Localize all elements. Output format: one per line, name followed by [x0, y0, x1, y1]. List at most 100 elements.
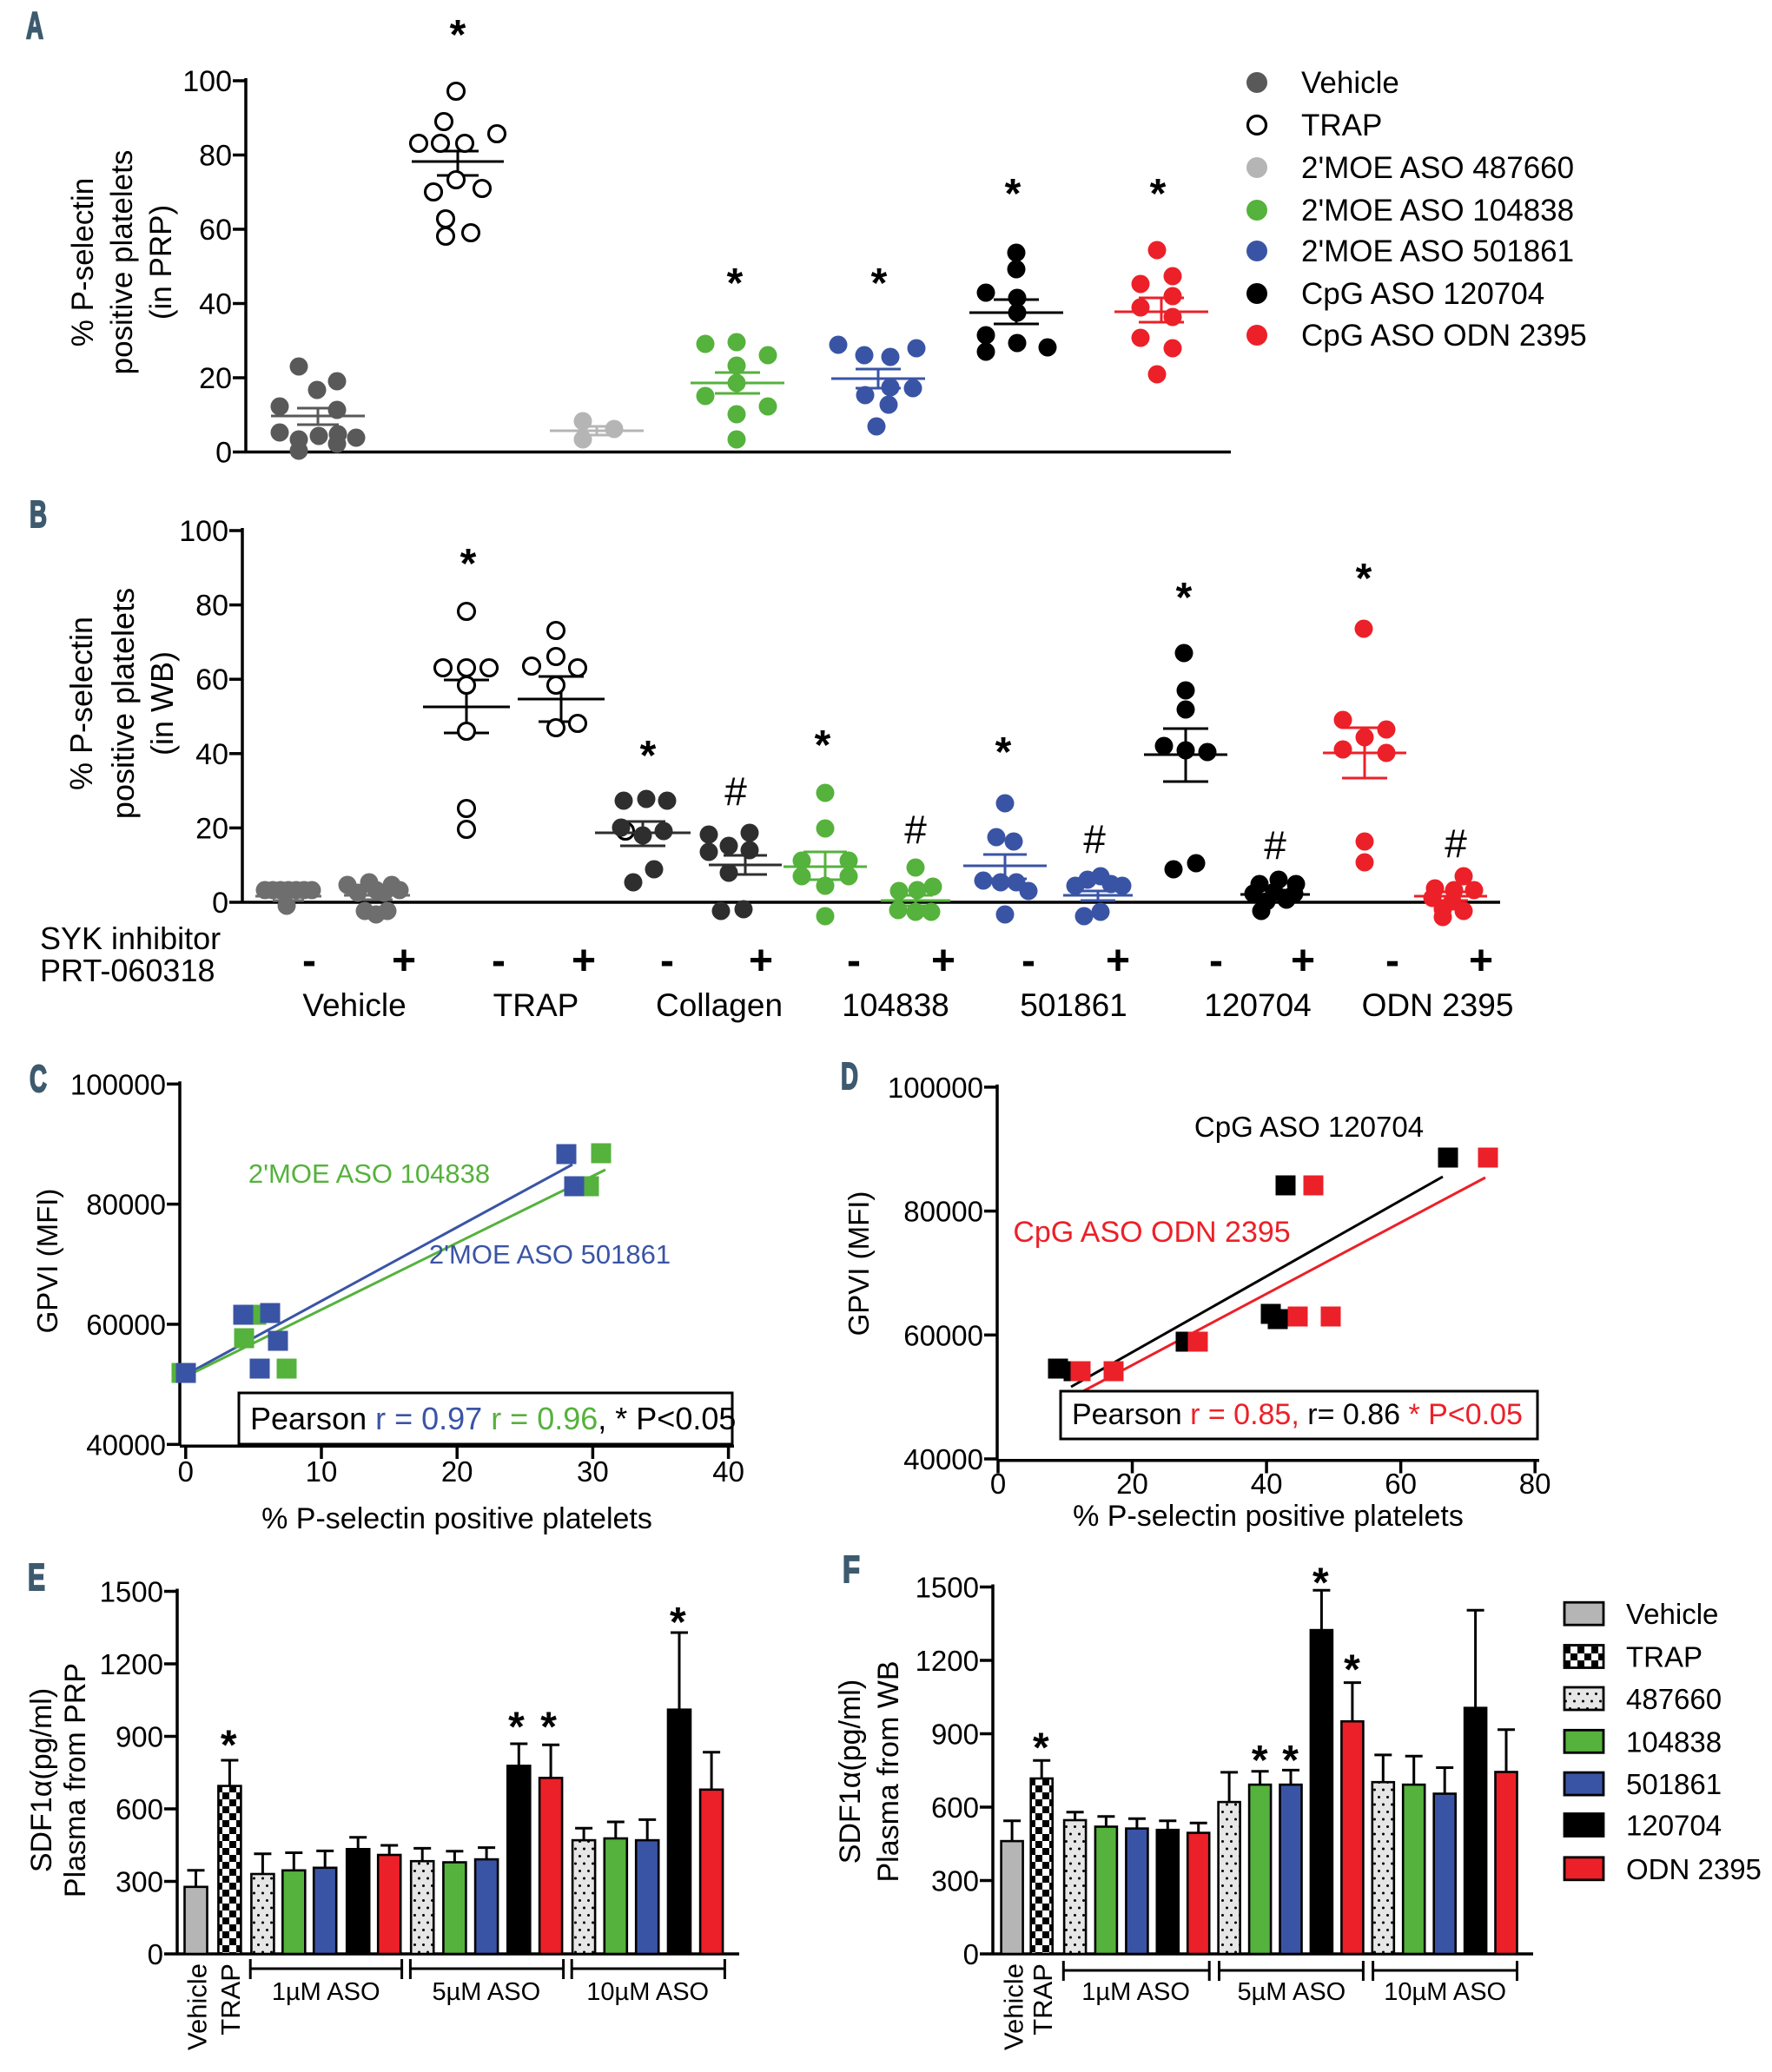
- svg-text:SYK inhibitor: SYK inhibitor: [40, 921, 221, 956]
- svg-text:-: -: [1209, 938, 1223, 984]
- svg-text:D: D: [841, 1055, 858, 1098]
- svg-text:60: 60: [1385, 1468, 1417, 1500]
- svg-text:900: 900: [931, 1719, 979, 1751]
- svg-text:ODN 2395: ODN 2395: [1362, 987, 1514, 1023]
- svg-text:TRAP: TRAP: [1028, 1963, 1058, 2036]
- svg-text:*: *: [508, 1705, 525, 1751]
- svg-text:-: -: [492, 938, 506, 984]
- svg-text:TRAP: TRAP: [493, 987, 579, 1023]
- svg-text:*: *: [815, 723, 831, 769]
- svg-text:*: *: [1033, 1725, 1049, 1771]
- svg-text:+: +: [931, 938, 955, 984]
- svg-text:10: 10: [306, 1455, 338, 1488]
- svg-text:SDF1α(pg/ml): SDF1α(pg/ml): [25, 1688, 58, 1872]
- svg-text:C: C: [30, 1058, 47, 1100]
- svg-text:60000: 60000: [903, 1319, 983, 1351]
- svg-text:-: -: [1022, 938, 1035, 984]
- svg-text:Vehicle: Vehicle: [1301, 66, 1399, 100]
- svg-text:% P-selectin: % P-selectin: [66, 178, 100, 347]
- svg-text:2'MOE ASO 501861: 2'MOE ASO 501861: [1301, 234, 1574, 268]
- svg-text:Vehicle: Vehicle: [1626, 1598, 1718, 1630]
- svg-text:+: +: [1469, 938, 1493, 984]
- svg-text:104838: 104838: [1626, 1726, 1722, 1758]
- svg-text:*: *: [727, 261, 744, 307]
- svg-text:#: #: [724, 769, 747, 815]
- svg-text:5µM ASO: 5µM ASO: [432, 1978, 540, 2006]
- svg-text:300: 300: [931, 1865, 979, 1897]
- svg-text:GPVI (MFI): GPVI (MFI): [843, 1191, 875, 1336]
- svg-text:#: #: [1445, 822, 1467, 867]
- svg-text:*: *: [995, 729, 1012, 775]
- svg-text:1200: 1200: [100, 1648, 163, 1680]
- svg-text:+: +: [1106, 938, 1130, 984]
- svg-text:*: *: [1005, 171, 1022, 217]
- svg-text:*: *: [871, 261, 888, 307]
- svg-text:PRT-060318: PRT-060318: [40, 953, 215, 988]
- svg-text:TRAP: TRAP: [1301, 109, 1382, 142]
- svg-text:+: +: [392, 938, 416, 984]
- svg-text:1500: 1500: [100, 1576, 163, 1608]
- svg-text:*: *: [1176, 575, 1193, 621]
- svg-text:*: *: [540, 1705, 557, 1751]
- svg-text:100: 100: [182, 65, 232, 98]
- svg-text:-: -: [847, 938, 861, 984]
- svg-text:#: #: [1264, 823, 1286, 868]
- svg-text:104838: 104838: [842, 987, 949, 1023]
- svg-text:2'MOE ASO 104838: 2'MOE ASO 104838: [248, 1158, 490, 1189]
- svg-text:*: *: [450, 12, 466, 58]
- svg-text:F: F: [843, 1548, 860, 1591]
- svg-text:1500: 1500: [916, 1572, 979, 1604]
- svg-text:% P-selectin: % P-selectin: [63, 617, 99, 790]
- svg-text:0: 0: [215, 437, 232, 470]
- svg-text:100000: 100000: [888, 1072, 983, 1104]
- svg-text:-: -: [1385, 938, 1399, 984]
- svg-text:40: 40: [199, 288, 232, 321]
- svg-text:10µM ASO: 10µM ASO: [1384, 1978, 1506, 2006]
- svg-text:0: 0: [212, 887, 228, 920]
- svg-text:100: 100: [179, 515, 228, 548]
- svg-text:120704: 120704: [1626, 1810, 1722, 1842]
- svg-text:(in WB): (in WB): [144, 651, 180, 756]
- svg-text:*: *: [640, 733, 657, 779]
- svg-text:2'MOE ASO 104838: 2'MOE ASO 104838: [1301, 194, 1574, 228]
- svg-text:+: +: [749, 938, 773, 984]
- svg-text:Vehicle: Vehicle: [302, 987, 406, 1023]
- svg-text:5µM ASO: 5µM ASO: [1238, 1978, 1346, 2006]
- svg-text:80000: 80000: [903, 1196, 983, 1228]
- svg-text:Plasma from PRP: Plasma from PRP: [59, 1663, 92, 1897]
- svg-text:-: -: [302, 938, 316, 984]
- svg-text:(in PRP): (in PRP): [144, 205, 178, 320]
- svg-text:20: 20: [441, 1455, 473, 1488]
- svg-text:60000: 60000: [86, 1309, 166, 1341]
- svg-text:40: 40: [1251, 1468, 1283, 1500]
- svg-text:+: +: [1291, 938, 1315, 984]
- svg-text:Vehicle: Vehicle: [182, 1963, 213, 2050]
- svg-text:*: *: [670, 1600, 686, 1646]
- svg-text:40000: 40000: [903, 1443, 983, 1475]
- svg-text:ODN 2395: ODN 2395: [1626, 1853, 1762, 1885]
- svg-text:1µM ASO: 1µM ASO: [272, 1978, 380, 2006]
- svg-text:*: *: [1252, 1738, 1268, 1784]
- svg-text:+: +: [572, 938, 596, 984]
- svg-text:80: 80: [195, 590, 228, 623]
- svg-text:positive platelets: positive platelets: [105, 150, 139, 375]
- svg-text:Collagen: Collagen: [656, 987, 783, 1023]
- svg-text:900: 900: [116, 1721, 163, 1753]
- svg-text:60: 60: [195, 663, 228, 696]
- svg-text:Pearson r = 0.85, r= 0.86 * P<: Pearson r = 0.85, r= 0.86 * P<0.05: [1072, 1398, 1523, 1431]
- svg-text:Vehicle: Vehicle: [999, 1963, 1029, 2050]
- svg-text:E: E: [28, 1556, 45, 1599]
- svg-text:*: *: [460, 541, 477, 587]
- svg-text:600: 600: [931, 1792, 979, 1824]
- svg-text:300: 300: [116, 1866, 163, 1898]
- svg-text:#: #: [1083, 817, 1106, 862]
- svg-text:TRAP: TRAP: [215, 1963, 246, 2036]
- svg-text:*: *: [1282, 1738, 1299, 1784]
- svg-text:487660: 487660: [1626, 1683, 1722, 1715]
- svg-text:GPVI (MFI): GPVI (MFI): [31, 1189, 63, 1334]
- svg-text:80000: 80000: [86, 1189, 166, 1221]
- svg-text:TRAP: TRAP: [1626, 1641, 1703, 1673]
- svg-text:600: 600: [116, 1793, 163, 1825]
- svg-text:20: 20: [195, 812, 228, 845]
- svg-text:% P-selectin positive platelet: % P-selectin positive platelets: [1073, 1500, 1464, 1533]
